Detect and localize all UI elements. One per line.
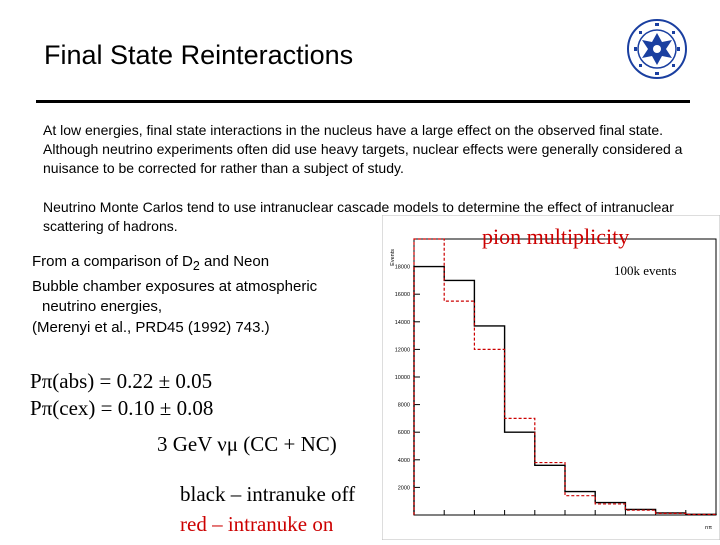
chart-annotation: 100k events <box>614 263 677 278</box>
title-underline <box>36 100 690 103</box>
y-tick-label: 2000 <box>398 485 410 491</box>
pion-multiplicity-histogram: 2000 4000 6000 8000 10000 12000 14000 16000 1800… <box>381 214 720 541</box>
comparison-line-2: Bubble chamber exposures at atmospheric <box>32 277 318 295</box>
y-tick-label: 4000 <box>398 458 410 464</box>
monte-carlo-paragraph: Neutrino Monte Carlos tend to use intran… <box>43 199 674 234</box>
p-cex-line: Pπ(cex) = 0.10 ± 0.08 <box>30 396 214 420</box>
y-tick-label: 16000 <box>395 292 410 298</box>
legend-red-label: red – intranuke on <box>180 512 334 536</box>
series-intranuke-on-line <box>413 238 717 516</box>
university-seal-icon <box>627 19 687 79</box>
probability-values: Pπ(abs) = 0.22 ± 0.05 Pπ(cex) = 0.10 ± 0… <box>30 368 213 422</box>
x-axis-label: nπ <box>705 525 712 531</box>
intro-paragraph: At low energies, final state interaction… <box>43 122 683 176</box>
y-tick-label: 12000 <box>395 347 410 353</box>
y-tick-label: 18000 <box>395 265 410 271</box>
comparison-text: From a comparison of D2 and Neon Bubble … <box>32 252 317 338</box>
y-tick-label: 14000 <box>395 320 410 326</box>
page-title: Final State Reinteractions <box>44 40 354 70</box>
chart-background <box>381 214 720 541</box>
chart-title: pion multiplicity <box>482 224 630 249</box>
legend-black-label: black – intranuke off <box>180 482 356 506</box>
y-tick-label: 8000 <box>398 403 410 409</box>
comparison-line-1: From a comparison of D2 and Neon <box>32 253 270 273</box>
beam-label: 3 GeV νμ (CC + NC) <box>157 432 337 456</box>
y-tick-label: 10000 <box>395 375 410 381</box>
y-axis-label: Events <box>390 249 396 266</box>
y-tick-label: 6000 <box>398 430 410 436</box>
p-abs-line: Pπ(abs) = 0.22 ± 0.05 <box>30 369 213 393</box>
comparison-line-3: neutrino energies, <box>42 298 163 315</box>
comparison-line-4: (Merenyi et al., PRD45 (1992) 743.) <box>32 318 270 336</box>
chart-panel: 2000 4000 6000 8000 10000 12000 14000 16000 1800… <box>381 214 720 541</box>
